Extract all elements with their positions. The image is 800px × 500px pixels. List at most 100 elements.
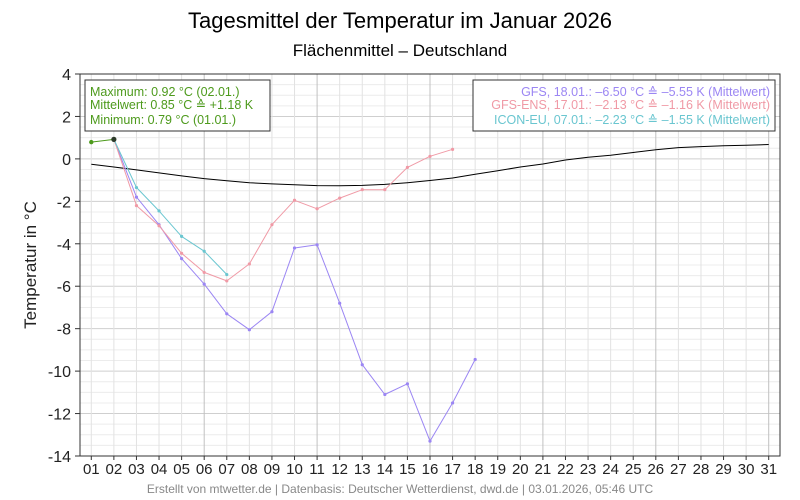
observation-max: Maximum: 0.92 °C (02.01.) xyxy=(90,85,240,99)
x-tick-label: 11 xyxy=(309,461,325,478)
data-point-gfs xyxy=(428,439,432,443)
x-tick-label: 12 xyxy=(331,461,348,478)
x-tick-label: 07 xyxy=(218,461,235,478)
data-point-gfs-ens xyxy=(338,196,342,200)
data-point-gfs xyxy=(270,310,274,314)
data-point-gfs-ens xyxy=(360,188,364,192)
model-gfs-ens: GFS-ENS, 17.01.: –2.13 °C ≙ –1.16 K (Mit… xyxy=(491,98,770,112)
x-tick-label: 20 xyxy=(512,461,529,478)
data-point-gfs-ens xyxy=(292,198,297,202)
model-stats-box: GFS, 18.01.: –6.50 °C ≙ –5.55 K (Mittelw… xyxy=(472,79,776,132)
data-point-icon-eu xyxy=(225,272,229,277)
data-point-gfs xyxy=(225,312,229,316)
data-point-latest-observation xyxy=(111,136,117,142)
data-point-beobachtung xyxy=(89,139,94,145)
y-axis-label: Temperatur in °C xyxy=(21,201,40,329)
y-tick-label: 4 xyxy=(62,67,71,84)
y-tick-label: -2 xyxy=(57,194,71,211)
data-point-gfs-ens xyxy=(247,262,251,266)
footer-credits: Erstellt von mtwetter.de | Datenbasis: D… xyxy=(147,482,654,496)
model-icon-eu: ICON-EU, 07.01.: –2.23 °C ≙ –1.55 K (Mit… xyxy=(494,113,770,127)
y-axis-ticks: 4 2 0 -2 -4 -6 -8 -10 -12 -14 xyxy=(48,67,80,466)
data-point-gfs-ens xyxy=(180,251,184,255)
x-tick-label: 18 xyxy=(467,461,484,478)
x-tick-label: 02 xyxy=(106,461,123,478)
x-tick-label: 24 xyxy=(602,461,619,478)
data-point-gfs-ens xyxy=(405,165,410,169)
chart-subtitle: Flächenmittel – Deutschland xyxy=(293,41,508,60)
x-tick-label: 14 xyxy=(376,461,393,478)
y-tick-label: -14 xyxy=(48,449,71,466)
data-point-gfs-ens xyxy=(428,154,432,158)
data-point-gfs-ens xyxy=(225,279,229,283)
data-point-icon-eu xyxy=(180,234,184,238)
x-tick-label: 23 xyxy=(580,461,597,478)
observation-min: Minimum: 0.79 °C (01.01.) xyxy=(90,113,236,127)
data-point-icon-eu xyxy=(157,209,161,213)
data-point-gfs xyxy=(450,401,455,405)
x-tick-label: 22 xyxy=(557,461,574,478)
data-point-gfs xyxy=(360,363,364,367)
x-axis-ticks: 01 02 03 04 05 06 07 08 09 10 11 12 13 14 15 16 17 18 19 20… xyxy=(83,456,777,478)
series-line-beobachtung xyxy=(91,138,114,143)
x-tick-label: 25 xyxy=(625,461,642,478)
data-point-gfs xyxy=(292,246,297,250)
x-tick-label: 17 xyxy=(444,461,461,478)
data-point-gfs xyxy=(180,257,184,261)
model-gfs: GFS, 18.01.: –6.50 °C ≙ –5.55 K (Mittelw… xyxy=(521,85,770,99)
x-tick-label: 03 xyxy=(128,461,145,478)
x-tick-label: 01 xyxy=(83,461,100,478)
x-tick-label: 16 xyxy=(422,461,439,478)
x-tick-label: 27 xyxy=(670,461,687,478)
data-point-gfs-ens xyxy=(157,224,161,228)
x-tick-label: 28 xyxy=(693,461,710,478)
data-point-gfs-ens xyxy=(270,223,274,227)
x-tick-label: 04 xyxy=(151,461,168,478)
x-tick-label: 30 xyxy=(738,461,755,478)
x-tick-label: 19 xyxy=(489,461,506,478)
data-point-gfs xyxy=(315,243,319,247)
data-point-gfs-ens xyxy=(202,270,206,275)
x-tick-label: 06 xyxy=(196,461,213,478)
y-tick-label: 2 xyxy=(62,109,71,126)
y-tick-label: -4 xyxy=(57,237,71,254)
observation-mean: Mittelwert: 0.85 °C ≙ +1.18 K xyxy=(90,98,254,112)
x-tick-label: 15 xyxy=(399,461,416,478)
data-point-icon-eu xyxy=(202,249,206,253)
data-point-gfs-ens xyxy=(134,203,139,208)
x-tick-label: 09 xyxy=(264,461,281,478)
y-tick-label: -10 xyxy=(48,364,71,381)
x-tick-label: 13 xyxy=(354,461,371,478)
data-point-gfs xyxy=(247,328,251,332)
x-tick-label: 10 xyxy=(286,461,303,478)
data-point-gfs xyxy=(134,195,139,199)
data-point-gfs-ens xyxy=(383,188,387,192)
data-point-gfs-ens xyxy=(450,147,455,151)
y-tick-label: 0 xyxy=(62,152,71,169)
series-line-mittelwert xyxy=(91,144,769,187)
data-point-gfs xyxy=(383,392,387,397)
observation-stats-frame xyxy=(84,79,271,132)
x-tick-label: 05 xyxy=(173,461,190,478)
data-point-gfs xyxy=(338,301,342,305)
y-tick-label: -12 xyxy=(48,407,71,424)
data-point-gfs xyxy=(473,357,477,362)
series-line-icon-eu xyxy=(113,139,228,275)
y-tick-label: -8 xyxy=(57,322,71,339)
x-tick-label: 26 xyxy=(647,461,664,478)
x-tick-label: 31 xyxy=(760,461,777,478)
series-points xyxy=(89,136,477,443)
x-tick-label: 08 xyxy=(241,461,258,478)
grid-lines xyxy=(80,73,780,457)
data-point-icon-eu xyxy=(134,185,139,190)
y-tick-label: -6 xyxy=(57,279,71,296)
observation-stats-box: Maximum: 0.92 °C (02.01.) Mittelwert: 0.… xyxy=(84,79,271,132)
data-point-gfs-ens xyxy=(315,207,319,211)
series-line-gfs-ens xyxy=(113,139,453,282)
plot-frame xyxy=(79,73,781,457)
x-tick-label: 29 xyxy=(715,461,732,478)
data-point-gfs xyxy=(202,282,206,286)
model-stats-frame xyxy=(472,79,776,132)
data-point-gfs xyxy=(405,382,410,386)
